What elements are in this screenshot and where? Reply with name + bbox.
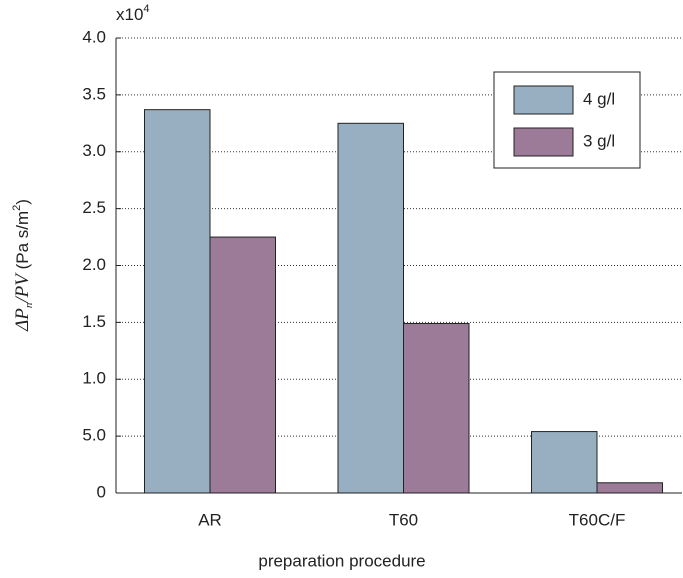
y-tick-label: 3.0	[82, 141, 106, 160]
x-tick-label: T60	[389, 510, 418, 529]
legend-label: 3 g/l	[583, 131, 615, 150]
y-tick-label: 1.0	[82, 369, 106, 388]
ylabel-part: (Pa s/m	[13, 211, 32, 274]
multiplier-exponent: 4	[143, 3, 149, 15]
ylabel-part: n	[23, 302, 35, 308]
legend-swatch	[513, 127, 574, 157]
y-tick-label: 2.0	[82, 255, 106, 274]
bar	[403, 323, 470, 494]
y-tick-label: 0	[97, 482, 106, 501]
x-tick-label: AR	[198, 510, 222, 529]
y-tick-label: 2.5	[82, 198, 106, 217]
bar	[144, 109, 211, 494]
multiplier-base: x10	[116, 5, 143, 24]
legend-label: 4 g/l	[583, 89, 615, 108]
bar	[337, 122, 404, 494]
y-tick-label: 1.5	[82, 312, 106, 331]
legend-swatch	[513, 85, 574, 115]
ylabel-part: ΔP	[12, 308, 33, 332]
x-tick-label: T60C/F	[569, 510, 626, 529]
y-tick-label: 5.0	[82, 426, 106, 445]
y-axis-label: ΔPn/PV (Pa s/m2)	[11, 199, 35, 332]
ylabel-part: )	[13, 199, 32, 205]
ylabel-part: 2	[11, 205, 23, 211]
bar	[596, 482, 663, 494]
y-tick-label: 4.0	[82, 27, 106, 46]
bar	[209, 236, 276, 494]
y-multiplier: x104	[116, 3, 150, 25]
y-tick-label: 3.5	[82, 84, 106, 103]
x-axis-label: preparation procedure	[258, 551, 425, 570]
ylabel-part: /PV	[12, 272, 33, 304]
bar	[531, 431, 598, 494]
